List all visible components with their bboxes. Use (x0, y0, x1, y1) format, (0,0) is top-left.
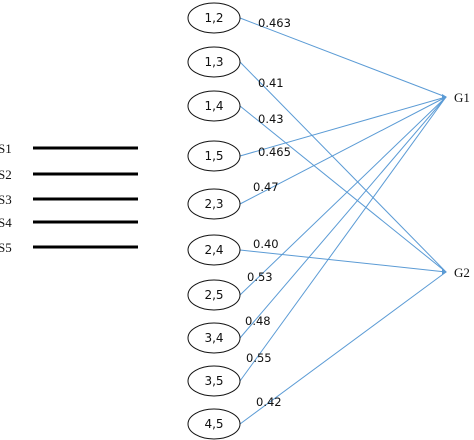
node-ellipse-1-3 (187, 46, 241, 78)
edge-1-3-to-g2 (239, 61, 447, 273)
edge-1-5-to-g1 (239, 96, 447, 157)
node-label-4-5: 4,5 (204, 417, 223, 431)
edge-weight-2-3: 0.47 (253, 180, 279, 194)
edge-3-5-to-g1 (239, 96, 447, 382)
edge-2-5-to-g1 (239, 96, 447, 296)
strand-label-s4: S4 (0, 215, 12, 230)
node-ellipse-1-5 (187, 140, 241, 172)
node-ellipse-2-5 (187, 279, 241, 311)
node-ellipse-3-4 (187, 322, 241, 354)
edge-1-2-to-g1 (239, 17, 447, 98)
edge-weight-1-4: 0.43 (258, 112, 284, 126)
node-label-1-5: 1,5 (204, 149, 223, 163)
target-marker-g2 (442, 269, 447, 275)
strand-label-s1: S1 (0, 141, 12, 156)
edge-weight-2-5: 0.53 (247, 270, 273, 284)
node-label-3-4: 3,4 (204, 331, 223, 345)
node-label-2-5: 2,5 (204, 288, 223, 302)
target-marker-g1 (442, 94, 447, 100)
strand-label-s2: S2 (0, 167, 12, 182)
edge-weight-4-5: 0.42 (256, 395, 282, 409)
edge-3-4-to-g1 (239, 96, 447, 339)
node-label-1-3: 1,3 (204, 55, 223, 69)
edge-weight-1-2: 0.463 (258, 16, 291, 30)
node-ellipse-1-2 (187, 2, 241, 34)
edge-2-4-to-g2 (239, 249, 447, 273)
edge-2-3-to-g1 (239, 96, 447, 205)
node-ellipse-3-5 (187, 365, 241, 397)
node-ellipse-2-3 (187, 188, 241, 220)
edge-weight-1-3: 0.41 (258, 76, 284, 90)
node-label-3-5: 3,5 (204, 374, 223, 388)
edge-1-4-to-g2 (239, 105, 447, 273)
target-label-g2: G2 (454, 265, 470, 280)
target-label-g1: G1 (454, 90, 470, 105)
node-ellipse-4-5 (187, 408, 241, 440)
node-ellipse-2-4 (187, 234, 241, 266)
edge-weight-3-5: 0.55 (246, 351, 272, 365)
node-ellipse-1-4 (187, 90, 241, 122)
edge-weight-1-5: 0.465 (258, 145, 291, 159)
node-label-2-4: 2,4 (204, 243, 223, 257)
node-label-1-2: 1,2 (204, 11, 223, 25)
node-label-2-3: 2,3 (204, 197, 223, 211)
edge-weight-3-4: 0.48 (245, 314, 271, 328)
edge-weight-2-4: 0.40 (253, 237, 279, 251)
edge-4-5-to-g2 (239, 271, 447, 425)
strand-label-s3: S3 (0, 192, 12, 207)
node-label-1-4: 1,4 (204, 99, 223, 113)
strand-label-s5: S5 (0, 240, 12, 255)
